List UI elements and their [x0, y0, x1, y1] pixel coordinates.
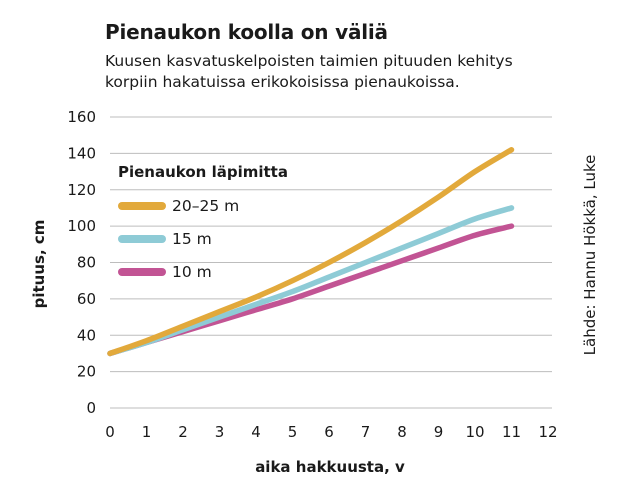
x-tick-label: 3 [215, 423, 225, 441]
y-tick-label: 120 [67, 181, 96, 199]
x-tick-label: 8 [397, 423, 407, 441]
chart-subtitle-line-1: Kuusen kasvatuskelpoisten taimien pituud… [105, 52, 513, 70]
legend: Pienaukon läpimitta 20–25 m 15 m 10 m [118, 163, 288, 281]
y-tick-label: 40 [77, 326, 96, 344]
x-axis-title: aika hakkuusta, v [255, 458, 405, 476]
x-tick-label: 11 [502, 423, 521, 441]
y-tick-label: 60 [77, 290, 96, 308]
x-tick-label: 7 [361, 423, 371, 441]
y-tick-label: 20 [77, 363, 96, 381]
legend-title: Pienaukon läpimitta [118, 163, 288, 181]
legend-items: 20–25 m 15 m 10 m [118, 197, 239, 281]
x-tick-label: 10 [465, 423, 484, 441]
series-lines [107, 146, 515, 357]
y-tick-label: 0 [86, 399, 96, 417]
legend-label: 20–25 m [172, 197, 239, 215]
grid-lines [110, 116, 552, 409]
x-tick-labels: 0 1 2 3 4 5 6 7 8 9 10 11 12 [105, 423, 557, 441]
y-tick-label: 100 [67, 217, 96, 235]
series-line [107, 146, 515, 357]
x-tick-label: 2 [178, 423, 188, 441]
y-tick-label: 80 [77, 254, 96, 272]
x-tick-label: 1 [142, 423, 152, 441]
y-axis-title: pituus, cm [30, 220, 48, 309]
source-credit: Lähde: Hannu Hökkä, Luke [581, 155, 599, 356]
series-line [107, 205, 515, 357]
x-tick-label: 4 [251, 423, 261, 441]
y-tick-labels: 0 20 40 60 80 100 120 140 160 [67, 108, 96, 417]
y-tick-label: 140 [67, 144, 96, 162]
chart-title: Pienaukon koolla on väliä [105, 20, 388, 44]
legend-label: 15 m [172, 230, 212, 248]
x-tick-label: 5 [288, 423, 298, 441]
x-tick-label: 12 [538, 423, 557, 441]
x-tick-label: 0 [105, 423, 115, 441]
chart-subtitle-line-2: korpiin hakatuissa erikokoisissa pienauk… [105, 73, 460, 91]
y-tick-label: 160 [67, 108, 96, 126]
legend-label: 10 m [172, 263, 212, 281]
x-tick-label: 6 [324, 423, 334, 441]
x-tick-label: 9 [434, 423, 444, 441]
